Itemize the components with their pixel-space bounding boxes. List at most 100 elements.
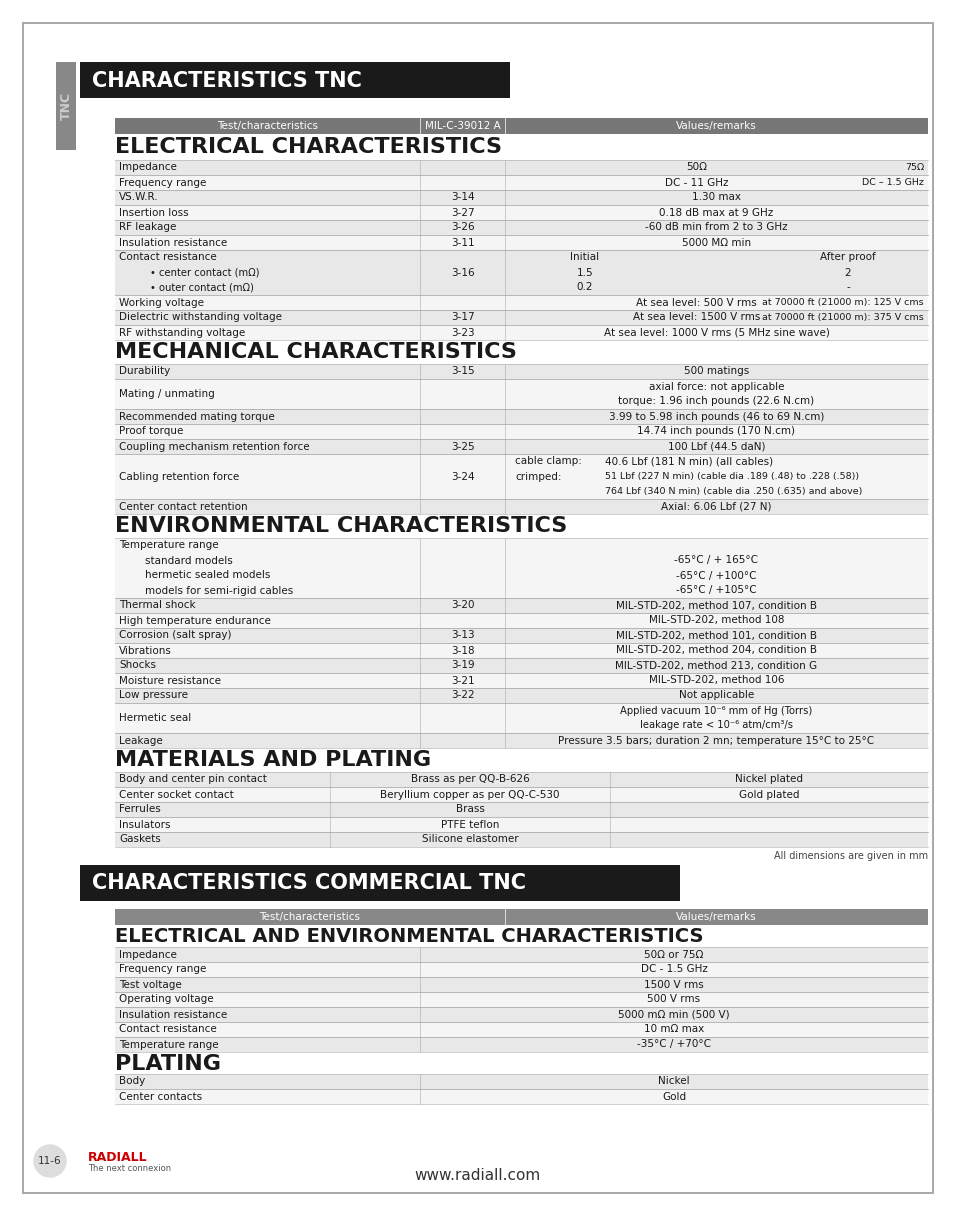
Text: CHARACTERISTICS COMMERCIAL TNC: CHARACTERISTICS COMMERCIAL TNC [91,873,525,893]
Text: Hermetic seal: Hermetic seal [119,713,191,724]
Text: Frequency range: Frequency range [119,964,206,974]
Text: Center contacts: Center contacts [119,1092,202,1102]
Bar [115,976,927,992]
Text: 1500 V rms: 1500 V rms [643,980,703,990]
Text: MIL-STD-202, method 204, condition B: MIL-STD-202, method 204, condition B [616,646,816,655]
Text: All dimensions are given in mm: All dimensions are given in mm [773,851,927,861]
Bar [22,1192,933,1194]
Text: -35°C / +70°C: -35°C / +70°C [637,1040,710,1049]
Text: DC – 1.5 GHz: DC – 1.5 GHz [862,178,923,187]
Text: Shocks: Shocks [119,660,156,670]
Text: 5000 MΩ min: 5000 MΩ min [681,237,750,248]
Text: Center socket contact: Center socket contact [119,789,233,799]
Text: 3-11: 3-11 [450,237,474,248]
Text: Impedance: Impedance [119,950,176,959]
Text: -60 dB min from 2 to 3 GHz: -60 dB min from 2 to 3 GHz [644,223,787,232]
Text: 1.5: 1.5 [576,268,593,277]
Text: MIL-STD-202, method 213, condition G: MIL-STD-202, method 213, condition G [615,660,817,670]
Bar [115,992,927,1007]
Bar [115,220,927,235]
Text: 1.30 max: 1.30 max [691,192,740,203]
Text: 500 matings: 500 matings [683,366,748,377]
Text: Brass: Brass [456,805,484,815]
Text: 3-25: 3-25 [450,441,474,451]
Text: standard models: standard models [145,556,233,565]
Text: TNC: TNC [59,92,72,120]
Text: Nickel plated: Nickel plated [734,775,802,784]
Text: 50Ω: 50Ω [685,163,706,173]
Bar [56,62,76,150]
Bar [115,1007,927,1021]
Text: MATERIALS AND PLATING: MATERIALS AND PLATING [115,750,431,770]
Text: Initial: Initial [570,253,598,263]
Text: 3-21: 3-21 [450,676,474,686]
Text: Cabling retention force: Cabling retention force [119,472,239,482]
Bar [115,703,927,733]
Text: 3-24: 3-24 [450,472,474,482]
Text: 3-14: 3-14 [450,192,474,203]
Text: Recommended mating torque: Recommended mating torque [119,411,274,422]
Text: CHARACTERISTICS TNC: CHARACTERISTICS TNC [91,71,361,91]
Text: Values/remarks: Values/remarks [676,122,756,131]
Text: Temperature range: Temperature range [119,1040,218,1049]
Bar [115,688,927,703]
Bar [115,439,927,454]
Bar [115,295,927,310]
Bar [115,772,927,787]
Bar [115,499,927,514]
Bar [931,22,933,1194]
Text: Axial: 6.06 Lbf (27 N): Axial: 6.06 Lbf (27 N) [660,501,771,512]
Text: Values/remarks: Values/remarks [676,912,756,922]
Text: ELECTRICAL CHARACTERISTICS: ELECTRICAL CHARACTERISTICS [115,137,501,157]
Text: Corrosion (salt spray): Corrosion (salt spray) [119,631,232,641]
Text: MIL-C-39012 A: MIL-C-39012 A [424,122,500,131]
Text: Impedance: Impedance [119,163,176,173]
Text: Frequency range: Frequency range [119,178,206,187]
Text: ENVIRONMENTAL CHARACTERISTICS: ENVIRONMENTAL CHARACTERISTICS [115,516,567,536]
Bar [115,803,927,817]
Bar [80,865,679,901]
Text: Gold: Gold [661,1092,685,1102]
Text: Body: Body [119,1076,145,1087]
Text: 0.2: 0.2 [577,282,593,293]
Bar [115,1021,927,1037]
Text: • outer contact (mΩ): • outer contact (mΩ) [150,282,253,293]
Text: At sea level: 500 V rms: At sea level: 500 V rms [636,298,756,308]
Text: MIL-STD-202, method 107, condition B: MIL-STD-202, method 107, condition B [616,601,816,610]
Text: Proof torque: Proof torque [119,427,183,437]
Bar [115,787,927,803]
Text: Ferrules: Ferrules [119,805,161,815]
Text: 0.18 dB max at 9 GHz: 0.18 dB max at 9 GHz [659,208,773,218]
Text: 500 V rms: 500 V rms [647,995,700,1004]
Bar [115,947,927,962]
Text: Mating / unmating: Mating / unmating [119,389,214,399]
Text: www.radiall.com: www.radiall.com [414,1169,539,1183]
Text: leakage rate < 10⁻⁶ atm/cm³/s: leakage rate < 10⁻⁶ atm/cm³/s [639,721,792,731]
Bar [115,1074,927,1090]
Text: 3-20: 3-20 [450,601,474,610]
Bar [80,62,510,98]
Text: -65°C / + 165°C: -65°C / + 165°C [674,556,758,565]
Text: 3-27: 3-27 [450,208,474,218]
Text: Center contact retention: Center contact retention [119,501,248,512]
Text: 3-18: 3-18 [450,646,474,655]
Text: Coupling mechanism retention force: Coupling mechanism retention force [119,441,310,451]
Text: VS.W.R.: VS.W.R. [119,192,158,203]
Text: Not applicable: Not applicable [679,691,753,700]
Text: Dielectric withstanding voltage: Dielectric withstanding voltage [119,313,282,322]
Text: cable clamp:: cable clamp: [515,456,581,467]
Text: Gaskets: Gaskets [119,834,161,844]
Text: Leakage: Leakage [119,736,163,745]
Bar [115,1090,927,1104]
Text: At sea level: 1000 V rms (5 MHz sine wave): At sea level: 1000 V rms (5 MHz sine wav… [603,327,828,338]
Text: Test/characteristics: Test/characteristics [216,122,317,131]
Bar [115,598,927,613]
Text: Gold plated: Gold plated [738,789,799,799]
Bar [115,817,927,832]
Text: 2: 2 [843,268,850,277]
Circle shape [34,1145,66,1177]
Bar [115,672,927,688]
Bar [115,409,927,424]
Text: 40.6 Lbf (181 N min) (all cables): 40.6 Lbf (181 N min) (all cables) [604,456,772,467]
Text: Brass as per QQ-B-626: Brass as per QQ-B-626 [410,775,529,784]
